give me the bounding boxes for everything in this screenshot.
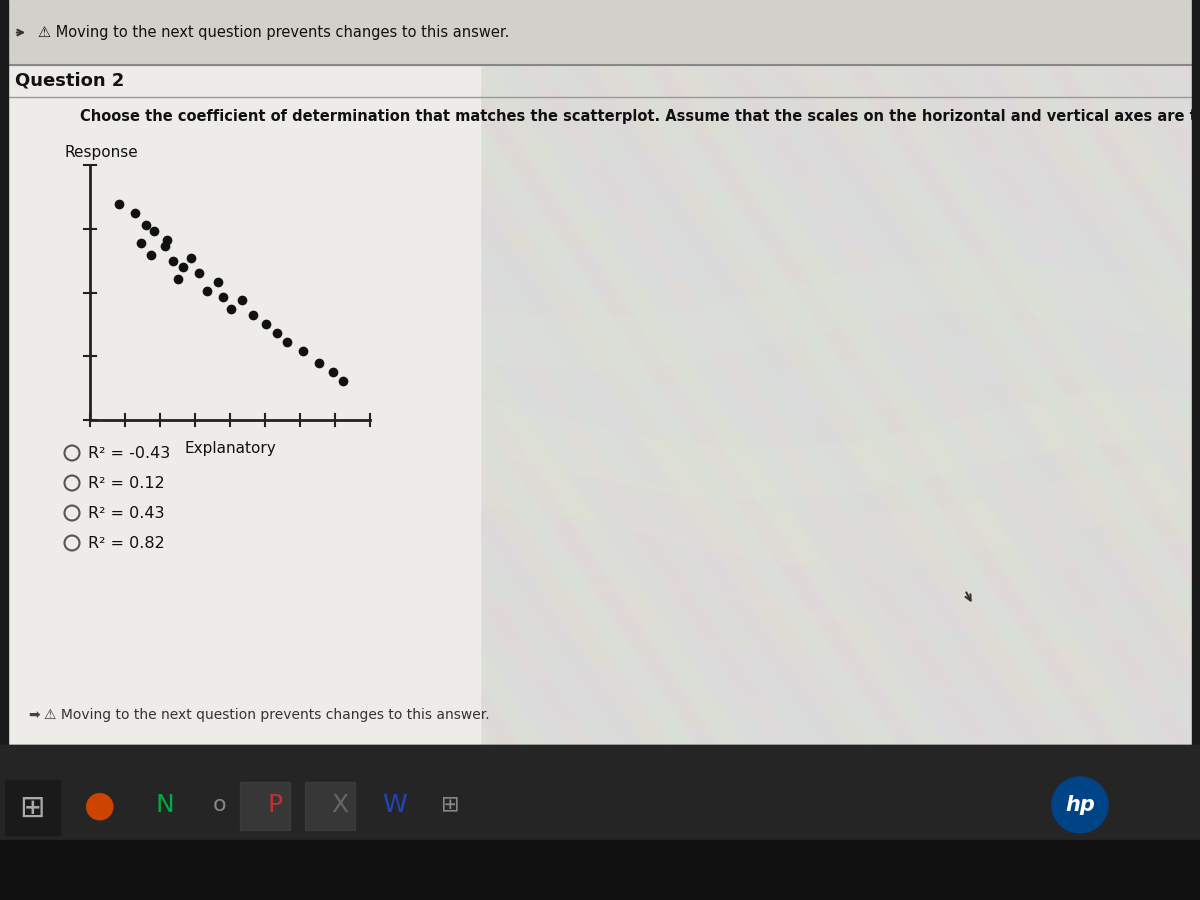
Text: hp: hp — [1066, 795, 1094, 815]
Text: N: N — [156, 793, 174, 817]
Text: R² = 0.12: R² = 0.12 — [88, 475, 164, 491]
Text: R² = 0.43: R² = 0.43 — [88, 506, 164, 520]
Text: P: P — [268, 793, 282, 817]
Polygon shape — [400, 0, 1025, 900]
Text: Question 2: Question 2 — [14, 71, 125, 89]
Polygon shape — [175, 0, 800, 900]
Polygon shape — [275, 0, 900, 900]
Polygon shape — [0, 0, 325, 900]
Polygon shape — [25, 0, 650, 900]
Polygon shape — [0, 0, 475, 900]
Text: Response: Response — [65, 145, 139, 159]
Polygon shape — [200, 0, 826, 900]
Polygon shape — [0, 0, 526, 900]
Polygon shape — [0, 0, 550, 900]
Bar — [0, 65, 480, 745]
Polygon shape — [500, 0, 1126, 900]
Polygon shape — [125, 0, 750, 900]
Polygon shape — [800, 0, 1200, 900]
Bar — [240, 782, 290, 830]
Polygon shape — [700, 0, 1200, 900]
Polygon shape — [0, 0, 450, 900]
Polygon shape — [226, 0, 850, 900]
Polygon shape — [526, 0, 1150, 900]
Bar — [0, 745, 1200, 840]
Polygon shape — [0, 0, 500, 900]
Bar — [0, 0, 8, 745]
Polygon shape — [374, 0, 1000, 900]
Text: X: X — [331, 793, 348, 817]
Bar — [0, 745, 1200, 900]
Text: ⊞: ⊞ — [440, 795, 460, 815]
Polygon shape — [1025, 0, 1200, 900]
Polygon shape — [826, 0, 1200, 900]
Polygon shape — [0, 0, 374, 900]
Polygon shape — [0, 0, 425, 900]
Bar — [1192, 0, 1200, 745]
Polygon shape — [0, 0, 625, 900]
Polygon shape — [575, 0, 1200, 900]
Polygon shape — [150, 0, 775, 900]
Polygon shape — [600, 0, 1200, 900]
Polygon shape — [0, 0, 600, 900]
Polygon shape — [425, 0, 1050, 900]
Polygon shape — [550, 0, 1175, 900]
Polygon shape — [674, 0, 1200, 900]
Text: ⊞: ⊞ — [19, 794, 44, 823]
Polygon shape — [1000, 0, 1200, 900]
Text: R² = -0.43: R² = -0.43 — [88, 446, 170, 461]
Polygon shape — [900, 0, 1200, 900]
Bar — [0, 65, 1200, 745]
Polygon shape — [250, 0, 875, 900]
Polygon shape — [0, 0, 575, 900]
Bar — [305, 782, 355, 830]
Circle shape — [1052, 777, 1108, 833]
Bar — [0, 840, 1200, 900]
Bar — [5, 780, 60, 835]
Polygon shape — [650, 0, 1200, 900]
Polygon shape — [450, 0, 1075, 900]
Polygon shape — [50, 0, 674, 900]
Polygon shape — [974, 0, 1200, 900]
Polygon shape — [925, 0, 1200, 900]
Polygon shape — [950, 0, 1200, 900]
Polygon shape — [0, 0, 400, 900]
Polygon shape — [0, 0, 350, 900]
Polygon shape — [300, 0, 925, 900]
Text: Choose the coefficient of determination that matches the scatterplot. Assume tha: Choose the coefficient of determination … — [80, 110, 1200, 124]
Polygon shape — [1175, 0, 1200, 900]
Polygon shape — [775, 0, 1200, 900]
Polygon shape — [875, 0, 1200, 900]
Polygon shape — [1050, 0, 1200, 900]
Polygon shape — [1100, 0, 1200, 900]
Text: Explanatory: Explanatory — [184, 440, 276, 455]
Polygon shape — [625, 0, 1200, 900]
Polygon shape — [1150, 0, 1200, 900]
Polygon shape — [725, 0, 1200, 900]
Polygon shape — [1126, 0, 1200, 900]
Bar — [0, 0, 1200, 65]
Polygon shape — [750, 0, 1200, 900]
Text: ⚠ Moving to the next question prevents changes to this answer.: ⚠ Moving to the next question prevents c… — [44, 708, 490, 722]
Polygon shape — [74, 0, 700, 900]
Polygon shape — [850, 0, 1200, 900]
Polygon shape — [325, 0, 950, 900]
Text: ⚠ Moving to the next question prevents changes to this answer.: ⚠ Moving to the next question prevents c… — [38, 25, 509, 40]
Text: ●: ● — [84, 788, 115, 822]
Text: R² = 0.82: R² = 0.82 — [88, 536, 164, 551]
Text: W: W — [383, 793, 407, 817]
Polygon shape — [100, 0, 725, 900]
Polygon shape — [1075, 0, 1200, 900]
Text: o: o — [214, 795, 227, 815]
Polygon shape — [475, 0, 1100, 900]
Text: ➡: ➡ — [28, 708, 40, 722]
Polygon shape — [350, 0, 974, 900]
